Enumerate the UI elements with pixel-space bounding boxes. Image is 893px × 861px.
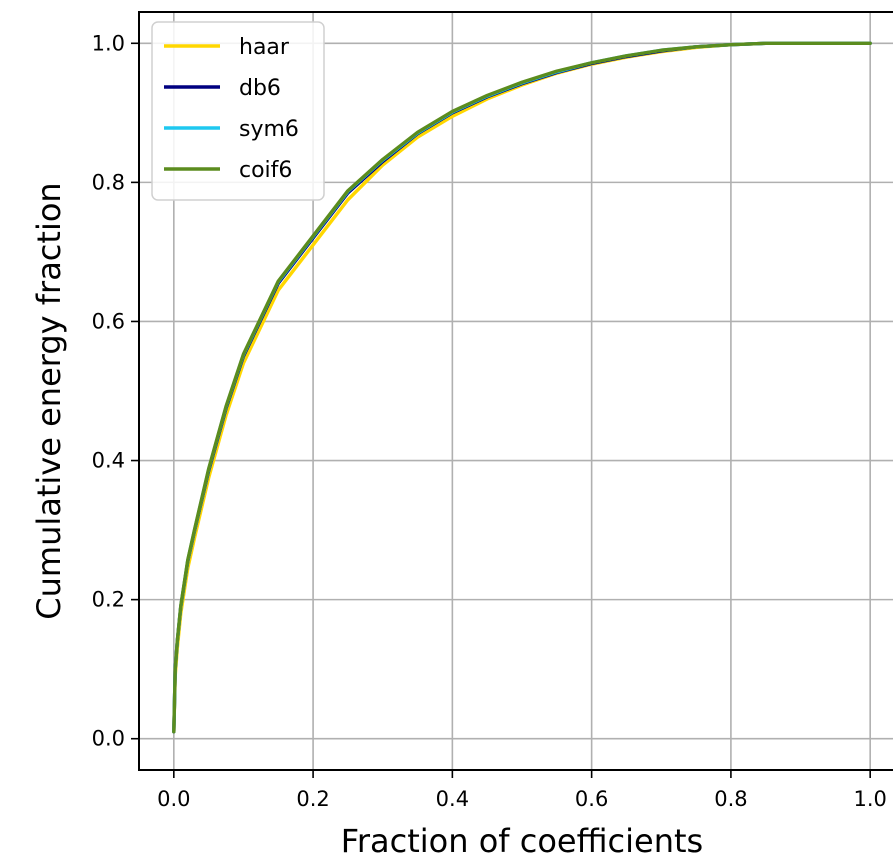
legend-label-coif6: coif6 [239,158,292,183]
legend-box [151,21,325,201]
legend-label-haar: haar [239,35,290,60]
x-tick-label: 0.2 [296,787,329,811]
legend: haar db6 sym6 coif6 [151,21,325,201]
y-axis-label: Cumulative energy fraction [30,182,68,619]
y-tick-label: 0.8 [92,170,125,194]
ticks: 0.0 0.2 0.4 0.6 0.8 1.0 0.0 0.2 0.4 0.6 0.8 1.0 [92,31,887,811]
x-tick-label: 1.0 [853,787,886,811]
y-tick-label: 0.0 [92,727,125,751]
x-tick-label: 0.8 [714,787,747,811]
series-lines [172,41,872,734]
legend-label-db6: db6 [239,76,281,101]
x-tick-label: 0.0 [157,787,190,811]
plot-frame [138,11,893,771]
series-line-coif6 [172,41,872,734]
x-axis-label: Fraction of coefficients [341,822,703,860]
y-tick-label: 0.6 [92,309,125,333]
y-tick-label: 0.4 [92,449,125,473]
legend-label-sym6: sym6 [239,117,299,142]
x-tick-label: 0.4 [436,787,469,811]
y-tick-label: 1.0 [92,31,125,55]
x-tick-label: 0.6 [575,787,608,811]
y-tick-label: 0.2 [92,588,125,612]
